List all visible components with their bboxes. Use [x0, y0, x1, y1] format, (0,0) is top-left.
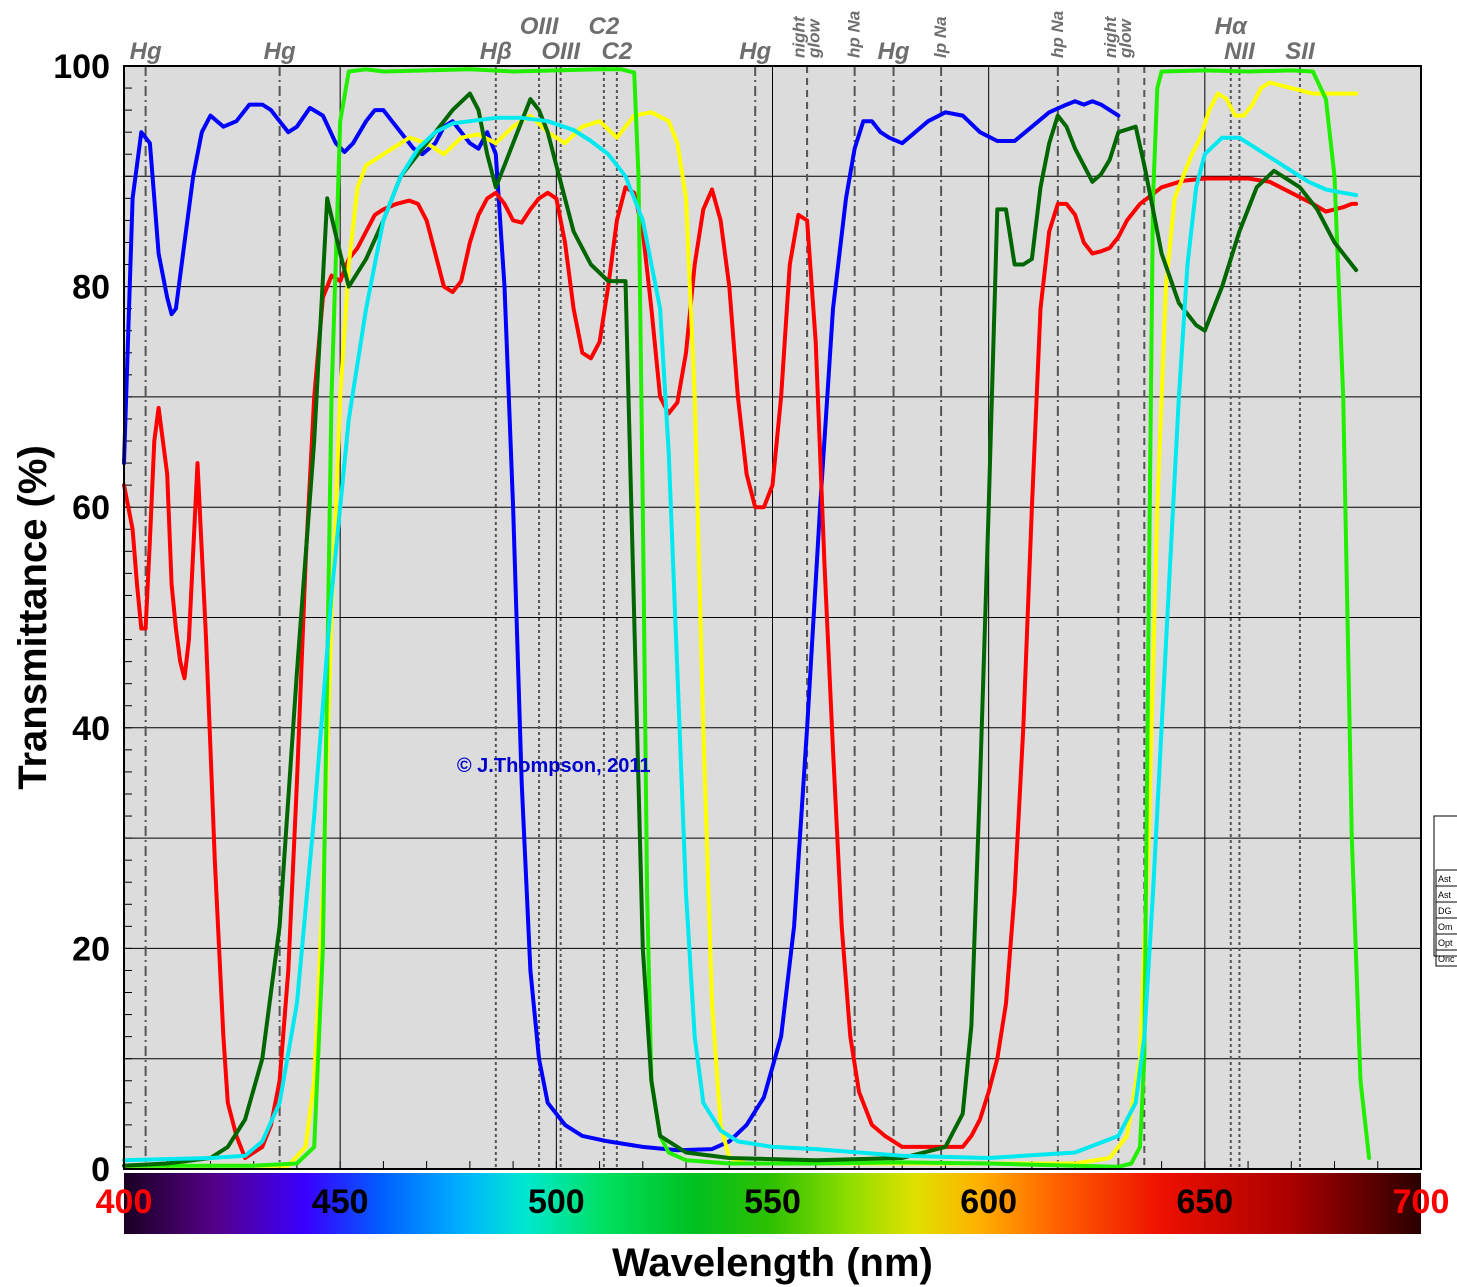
spectral-line-label: Hg: [264, 38, 296, 65]
plot-frame: [123, 65, 1422, 1170]
y-tick-label: 100: [53, 48, 110, 86]
spectral-line-label: NII: [1224, 38, 1256, 65]
x-axis-title: Wavelength (nm): [612, 1241, 933, 1285]
y-tick-label: 20: [72, 930, 110, 968]
x-tick-label: 600: [960, 1183, 1017, 1221]
series-line: [122, 80, 1359, 1168]
spectral-line-label: OIII: [520, 13, 560, 40]
spectral-line-label: OIII: [541, 38, 581, 65]
legend-entry: Ast: [1438, 890, 1452, 900]
spectral-line-label: glow: [805, 18, 824, 59]
plot-area: [122, 65, 1422, 1170]
x-tick-label: 650: [1176, 1183, 1233, 1221]
x-axis-ticks: 400 450 500 550 600 650 700: [96, 1183, 1450, 1221]
series-line: [122, 176, 1359, 1160]
x-tick-label: 500: [528, 1183, 585, 1221]
spectral-line-label: SII: [1285, 38, 1316, 65]
spectral-line-label: Hα: [1215, 13, 1248, 40]
spectral-line-label: Hg: [878, 38, 910, 65]
spectral-lines: [144, 66, 1301, 1169]
spectral-line-label: hp Na: [845, 11, 864, 58]
legend-entry: Oric: [1438, 954, 1455, 964]
spectral-line-label: Hβ: [480, 38, 512, 65]
x-tick-label: 450: [312, 1183, 369, 1221]
legend-row: [1435, 949, 1457, 967]
legend: Ast Ast DG Om Opt Oric: [1433, 815, 1457, 967]
spectral-line-label: Hg: [130, 38, 162, 65]
spectral-line-label: glow: [1116, 18, 1135, 59]
y-axis-title: Transmittance (%): [11, 445, 55, 790]
spectrum-gradient: [124, 1173, 1421, 1234]
y-tick-label: 60: [72, 489, 110, 527]
spectral-line-label: hp Na: [1048, 11, 1067, 58]
legend-entry: Opt: [1438, 938, 1453, 948]
spectral-line-label: C2: [602, 38, 633, 65]
series: [122, 67, 1372, 1169]
x-tick-label: 550: [744, 1183, 801, 1221]
y-axis-ticks: 0 20 40 60 80 100: [53, 48, 110, 1189]
series-line: [122, 91, 1359, 1168]
x-tick-label: 400: [96, 1183, 153, 1221]
spectral-line-label: lp Na: [931, 16, 950, 58]
spectral-line-label: night: [1101, 15, 1120, 58]
series-line: [122, 99, 1121, 1153]
spectrum-bar: [124, 1173, 1421, 1234]
spectral-line-label: C2: [589, 13, 620, 40]
spectral-line-label: night: [790, 15, 809, 58]
y-tick-label: 0: [91, 1151, 110, 1189]
legend-entry: Om: [1438, 922, 1453, 932]
series-line: [122, 115, 1359, 1163]
legend-entry: DG: [1438, 906, 1452, 916]
legend-entry: Ast: [1438, 874, 1452, 884]
y-tick-label: 40: [72, 710, 110, 748]
copyright-annotation: © J.Thompson, 2011: [457, 755, 651, 777]
series-line: [122, 67, 1372, 1169]
x-tick-label: 700: [1393, 1183, 1450, 1221]
spectral-line-label: Hg: [739, 38, 771, 65]
y-tick-label: 80: [72, 269, 110, 307]
